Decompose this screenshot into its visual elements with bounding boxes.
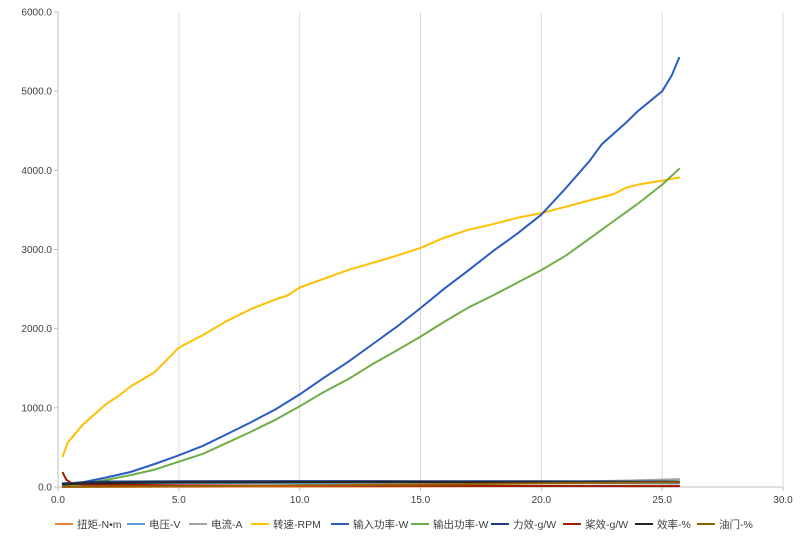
x-tick-label: 10.0: [290, 495, 310, 506]
series-line-4: [63, 58, 679, 487]
legend-item: 电压-V: [127, 518, 181, 531]
series-line-3: [63, 178, 679, 457]
x-tick-label: 30.0: [773, 495, 793, 506]
x-tick-label: 5.0: [172, 495, 186, 506]
legend-item: 力效-g/W: [491, 518, 556, 531]
legend-item: 输出功率-W: [411, 518, 488, 531]
legend-label: 扭矩-N•m: [77, 518, 122, 531]
y-tick-label: 1000.0: [21, 403, 52, 414]
legend-item: 输入功率-W: [331, 518, 408, 531]
legend-label: 力效-g/W: [513, 518, 556, 531]
y-tick-label: 4000.0: [21, 166, 52, 177]
x-tick-label: 25.0: [652, 495, 672, 506]
legend-label: 电流-A: [211, 518, 243, 531]
x-tick-label: 15.0: [411, 495, 431, 506]
y-tick-label: 0.0: [38, 483, 52, 494]
x-tick-label: 0.0: [51, 495, 65, 506]
legend-item: 扭矩-N•m: [55, 518, 122, 531]
legend: 扭矩-N•m 电压-V 电流-A 转速-RPM 输入功率-W 输出功率-W 力效-g/W 桨效…: [55, 518, 753, 531]
legend-label: 油门-%: [719, 518, 753, 531]
legend-label: 效率-%: [657, 518, 691, 531]
series-line-5: [63, 169, 679, 487]
legend-item: 转速-RPM: [251, 518, 321, 531]
legend-label: 电压-V: [149, 518, 181, 531]
y-tick-label: 2000.0: [21, 324, 52, 335]
legend-item: 电流-A: [189, 518, 243, 531]
axis-layer: 0.0 5.0 10.0 15.0 20.0 25.0 30.0 0.0 1000.0 2000.…: [21, 8, 793, 507]
legend-item: 桨效-g/W: [563, 518, 628, 531]
y-tick-label: 6000.0: [21, 8, 52, 19]
y-tick-label: 3000.0: [21, 245, 52, 256]
legend-label: 输入功率-W: [353, 518, 408, 531]
legend-label: 桨效-g/W: [585, 518, 628, 531]
series-layer: [63, 58, 679, 487]
legend-label: 转速-RPM: [273, 518, 321, 531]
legend-item: 油门-%: [697, 518, 753, 531]
grid-layer: [179, 12, 783, 487]
legend-item: 效率-%: [635, 518, 691, 531]
legend-label: 输出功率-W: [433, 518, 488, 531]
y-tick-label: 5000.0: [21, 87, 52, 98]
x-tick-label: 20.0: [532, 495, 552, 506]
